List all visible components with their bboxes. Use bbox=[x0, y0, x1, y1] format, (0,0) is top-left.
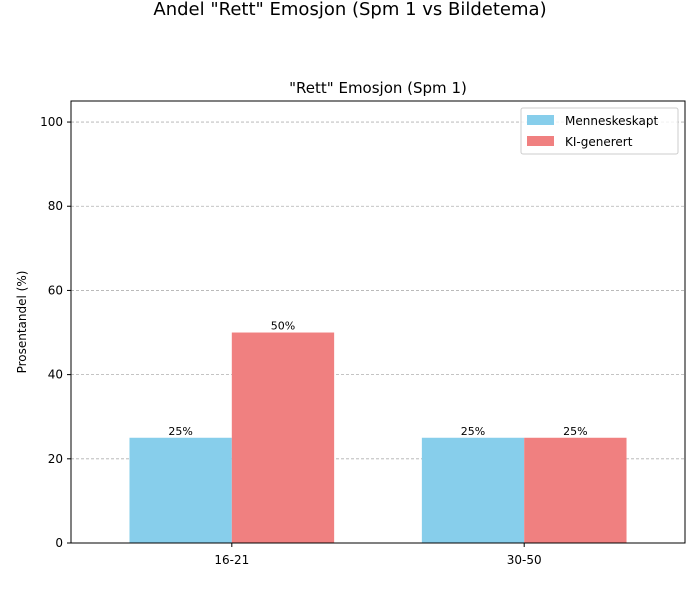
legend-swatch bbox=[527, 136, 554, 146]
bar-value-label: 25% bbox=[563, 425, 587, 438]
plot-frame bbox=[70, 100, 686, 544]
bar-value-label: 50% bbox=[271, 320, 295, 333]
x-tick-label: 30-50 bbox=[507, 553, 542, 567]
legend-swatch bbox=[527, 115, 554, 125]
legend: Menneskeskapt KI-generert bbox=[520, 107, 679, 155]
y-axis: 0 20 40 60 80 100 bbox=[40, 115, 71, 550]
bar bbox=[524, 437, 627, 543]
bars bbox=[129, 332, 627, 543]
y-tick-label: 0 bbox=[55, 536, 63, 550]
bar bbox=[231, 332, 335, 543]
legend-label: Menneskeskapt bbox=[565, 114, 658, 128]
legend-box bbox=[520, 107, 679, 155]
y-axis-label: Prosentandel (%) bbox=[15, 271, 29, 374]
bar bbox=[421, 437, 525, 543]
y-tick-label: 80 bbox=[48, 199, 63, 213]
x-axis: 16-21 30-50 bbox=[214, 543, 542, 567]
y-tick-label: 40 bbox=[48, 368, 63, 382]
y-tick-label: 20 bbox=[48, 452, 63, 466]
bar-value-label: 25% bbox=[168, 425, 192, 438]
chart-title: "Rett" Emosjon (Spm 1) bbox=[289, 79, 467, 97]
y-tick-label: 60 bbox=[48, 283, 63, 297]
x-tick-label: 16-21 bbox=[214, 553, 249, 567]
grid-lines bbox=[71, 121, 685, 460]
bar-value-label: 25% bbox=[461, 425, 485, 438]
y-tick-label: 100 bbox=[40, 115, 63, 129]
bar-labels: 25% 25% 50% 25% bbox=[168, 320, 587, 438]
bar bbox=[129, 437, 232, 543]
figure-title: Andel "Rett" Emosjon (Spm 1 vs Bildetema… bbox=[153, 0, 546, 20]
legend-label: KI-generert bbox=[565, 135, 633, 149]
